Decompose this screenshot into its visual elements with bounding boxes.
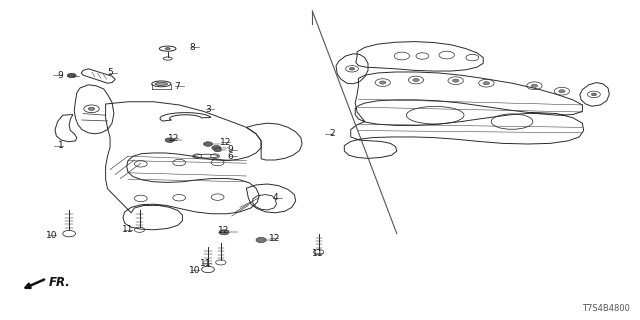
Text: 10: 10	[189, 266, 200, 275]
Text: 12: 12	[168, 134, 179, 143]
Circle shape	[349, 68, 355, 70]
Text: 2: 2	[329, 129, 335, 138]
Circle shape	[452, 79, 459, 82]
Circle shape	[212, 146, 221, 150]
Circle shape	[256, 237, 266, 243]
Text: 5: 5	[108, 68, 113, 77]
Text: 3: 3	[205, 105, 211, 114]
Circle shape	[214, 148, 221, 152]
Circle shape	[591, 93, 596, 96]
Text: 10: 10	[46, 231, 58, 240]
Text: 11: 11	[122, 225, 133, 234]
Circle shape	[204, 142, 212, 146]
Text: FR.: FR.	[49, 276, 70, 289]
Text: 6: 6	[228, 152, 234, 161]
Circle shape	[165, 138, 174, 142]
Text: 4: 4	[273, 193, 278, 202]
Text: 12: 12	[269, 234, 280, 243]
Circle shape	[483, 82, 490, 85]
Text: 11: 11	[312, 249, 324, 258]
Text: 9: 9	[227, 145, 233, 154]
Text: 12: 12	[218, 226, 229, 235]
Circle shape	[559, 90, 565, 93]
Ellipse shape	[155, 82, 168, 85]
Text: 9: 9	[57, 71, 63, 80]
Text: T7S4B4800: T7S4B4800	[582, 304, 630, 313]
Text: 1: 1	[58, 141, 64, 150]
Text: 12: 12	[220, 138, 232, 147]
Text: 7: 7	[174, 82, 180, 91]
Circle shape	[413, 78, 419, 82]
Circle shape	[380, 81, 386, 84]
Circle shape	[67, 73, 76, 78]
Circle shape	[531, 84, 538, 87]
Circle shape	[219, 230, 229, 235]
Text: 11: 11	[200, 259, 212, 268]
Text: 8: 8	[189, 43, 195, 52]
Ellipse shape	[165, 48, 170, 50]
Circle shape	[88, 107, 95, 110]
